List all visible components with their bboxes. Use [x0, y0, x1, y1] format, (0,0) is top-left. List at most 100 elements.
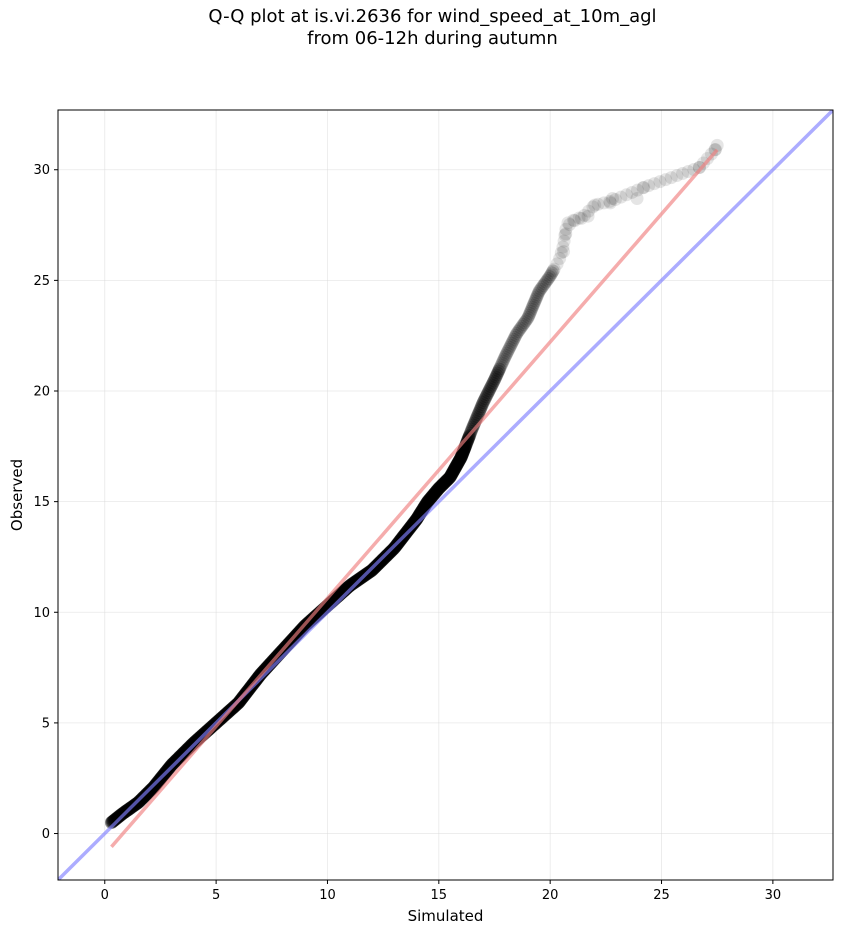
qq-point [499, 348, 513, 362]
qq-point [447, 462, 461, 476]
qq-point [577, 208, 591, 222]
qq-point [488, 372, 502, 386]
qq-point [111, 810, 125, 824]
qq-point [534, 282, 548, 296]
qq-point [349, 575, 363, 589]
qq-point [538, 277, 552, 291]
qq-point [344, 578, 358, 592]
qq-point [553, 252, 567, 266]
qq-point [559, 227, 573, 241]
qq-point [659, 173, 673, 187]
qq-point [630, 183, 644, 197]
qq-point [515, 319, 529, 333]
qq-point [474, 402, 488, 416]
qq-point [435, 478, 449, 492]
qq-point [474, 400, 488, 414]
qq-point [510, 326, 524, 340]
qq-point [504, 338, 518, 352]
qq-point [440, 473, 454, 487]
qq-point [636, 181, 650, 195]
qq-point [516, 318, 530, 332]
qq-point [480, 388, 494, 402]
qq-point [436, 477, 450, 491]
chart-title: Q-Q plot at is.vi.2636 for wind_speed_at… [0, 6, 843, 50]
qq-point [535, 280, 549, 294]
qq-point [487, 374, 501, 388]
qq-point [428, 486, 442, 500]
qq-point [446, 464, 460, 478]
qq-point [642, 179, 656, 193]
qq-point [441, 472, 455, 486]
qq-point [523, 306, 537, 320]
qq-point [520, 312, 534, 326]
qq-point [530, 290, 544, 304]
qq-point [532, 284, 546, 298]
qq-point [531, 286, 545, 300]
qq-point [432, 481, 446, 495]
qq-point [431, 483, 445, 497]
qq-point [108, 813, 122, 827]
qq-point [454, 451, 468, 465]
qq-point [653, 175, 667, 189]
qq-point [630, 192, 644, 206]
qq-point [448, 461, 462, 475]
qq-point [444, 468, 458, 482]
qq-point [113, 809, 127, 823]
qq-point [422, 493, 436, 507]
chart-title-line1: Q-Q plot at is.vi.2636 for wind_speed_at… [208, 6, 657, 27]
qq-point [503, 340, 517, 354]
qq-point [112, 809, 126, 823]
qq-point [420, 495, 434, 509]
qq-point [528, 294, 542, 308]
qq-point [540, 273, 554, 287]
qq-point [517, 316, 531, 330]
qq-point [437, 476, 451, 490]
qq-point [452, 454, 466, 468]
qq-point [506, 334, 520, 348]
qq-point [497, 352, 511, 366]
qq-point [486, 376, 500, 390]
chart-title-line2: from 06-12h during autumn [307, 28, 558, 49]
qq-point [432, 482, 446, 496]
qq-point [442, 471, 456, 485]
qq-point [419, 498, 433, 512]
qq-point [427, 488, 441, 502]
qq-point [454, 450, 468, 464]
qq-point [407, 515, 421, 529]
axes-ticks: 0 5 10 15 20 25 30 0 5 10 15 20 25 30 [33, 163, 781, 903]
qq-point [451, 456, 465, 470]
qq-point [424, 490, 438, 504]
qq-point [430, 483, 444, 497]
qq-point [345, 577, 359, 591]
qq-point [406, 517, 420, 531]
qq-point [477, 394, 491, 408]
qq-point [450, 458, 464, 472]
qq-point [491, 366, 505, 380]
qq-point [423, 492, 437, 506]
qq-point [422, 493, 436, 507]
qq-point [527, 296, 541, 310]
y-axis-label: Observed [8, 459, 26, 531]
qq-point [444, 469, 458, 483]
qq-point [472, 406, 486, 420]
qq-point [434, 479, 448, 493]
qq-point [536, 279, 550, 293]
qq-point [427, 487, 441, 501]
y-tick-label: 10 [33, 606, 50, 621]
qq-point [545, 266, 559, 280]
qq-point [456, 445, 470, 459]
qq-point [541, 271, 555, 285]
qq-point [429, 485, 443, 499]
qq-point [511, 325, 525, 339]
x-tick-label: 0 [101, 888, 109, 903]
qq-point [574, 211, 588, 225]
qq-point [490, 368, 504, 382]
qq-point [676, 167, 690, 181]
qq-point [435, 479, 449, 493]
qq-point [461, 433, 475, 447]
qq-point [567, 213, 581, 227]
qq-point [608, 192, 622, 206]
qq-point [445, 467, 459, 481]
qq-point [424, 491, 438, 505]
qq-point [539, 275, 553, 289]
